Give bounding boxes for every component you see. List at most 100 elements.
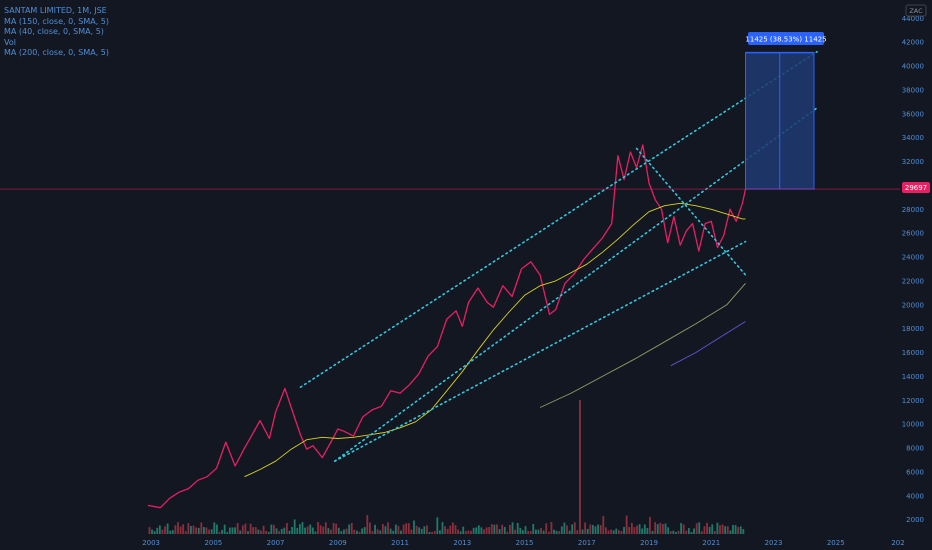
x-tick-label: 2009 [329,539,347,547]
volume-bar [381,524,384,534]
legend-vol[interactable]: Vol [4,37,16,47]
legend-ma40[interactable]: MA (40, close, 0, SMA, 5) [4,27,104,37]
volume-bar [265,530,268,534]
volume-bar [457,529,459,534]
currency-badge-box[interactable] [905,4,927,17]
volume-bar [708,526,711,534]
volume-bar [337,527,340,534]
volume-bar [275,528,278,534]
volume-bar [638,524,641,534]
legend-ma150[interactable]: MA (150, close, 0, SMA, 5) [4,16,110,26]
volume-bar [169,530,172,534]
currency-badge[interactable]: ZAC [909,7,923,15]
y-tick-label: 14000 [902,373,924,381]
volume-bar [597,524,600,534]
volume-bar [205,527,208,534]
volume-bar [236,523,239,534]
volume-bar [503,527,506,534]
volume-bar [547,531,550,534]
volume-bar [646,528,649,534]
volume-bar [451,522,454,534]
volume-bar [423,526,426,534]
y-tick-label: 44000 [902,15,924,23]
volume-bar [506,531,509,534]
annotations [0,50,900,462]
legend-symbol[interactable]: SANTAM LIMITED, 1M, JSE [4,6,107,15]
volume-bar [649,516,651,534]
volume-bar [218,531,221,534]
y-tick-label: 12000 [902,397,924,405]
volume-bar [441,522,444,534]
volume-bar [651,531,654,534]
volume-bar [410,529,413,534]
volume-bar [311,527,314,534]
volume-bars [148,400,745,534]
volume-bar [293,519,296,534]
volume-bar [711,524,714,534]
volume-bar [685,530,688,534]
volume-bar [690,531,693,534]
volume-bar [571,524,574,534]
volume-bar [737,526,740,534]
ma150-line [539,283,746,408]
volume-bar [213,522,216,534]
volume-bar [742,529,745,534]
volume-bar [573,522,576,534]
volume-bar [566,525,568,534]
volume-bar [498,529,501,534]
x-tick-label: 2011 [391,539,409,547]
volume-bar [483,529,485,534]
volume-bar [584,522,587,534]
volume-bar [576,530,579,534]
volume-bar [319,525,322,534]
volume-bar [153,531,156,534]
volume-bar [420,528,423,534]
volume-bar [267,531,270,534]
volume-bar [164,526,166,534]
volume-bar [617,530,620,534]
volume-bar [221,529,223,534]
volume-bar [615,528,618,534]
volume-bar [314,531,317,534]
volume-bar [231,527,234,534]
volume-bar [514,529,517,534]
volume-bar [734,525,737,534]
volume-bar [358,531,361,534]
volume-bar [379,530,382,534]
volume-bar [156,527,159,534]
x-tick-label: 202 [891,539,904,547]
y-tick-label: 38000 [902,86,924,94]
volume-bar [700,531,703,534]
volume-bar [335,523,338,534]
volume-bar [444,526,446,534]
volume-bar [695,523,698,534]
volume-bar [446,528,449,534]
volume-bar [706,522,708,534]
volume-bar [402,524,405,534]
volume-bar [620,531,623,534]
volume-bar [729,530,732,534]
volume-bar [203,527,205,534]
volume-bar [599,525,602,534]
legend-ma200[interactable]: MA (200, close, 0, SMA, 5) [4,48,110,58]
volume-bar [208,529,211,534]
volume-bar [687,528,690,534]
y-tick-label: 42000 [902,39,924,47]
y-tick-label: 2000 [906,516,924,524]
volume-bar [509,524,511,534]
x-tick-label: 2025 [827,539,845,547]
volume-bar [151,529,153,534]
volume-bar [662,524,664,534]
volume-bar [542,530,545,534]
volume-bar [607,530,610,534]
volume-bar [732,524,734,534]
volume-bar [527,531,529,534]
volume-bar [560,526,563,534]
volume-bar [716,522,719,534]
volume-bar [623,526,625,534]
volume-bar [356,530,358,534]
volume-bar [234,527,236,534]
volume-bar [322,526,325,534]
volume-bar [537,529,540,534]
